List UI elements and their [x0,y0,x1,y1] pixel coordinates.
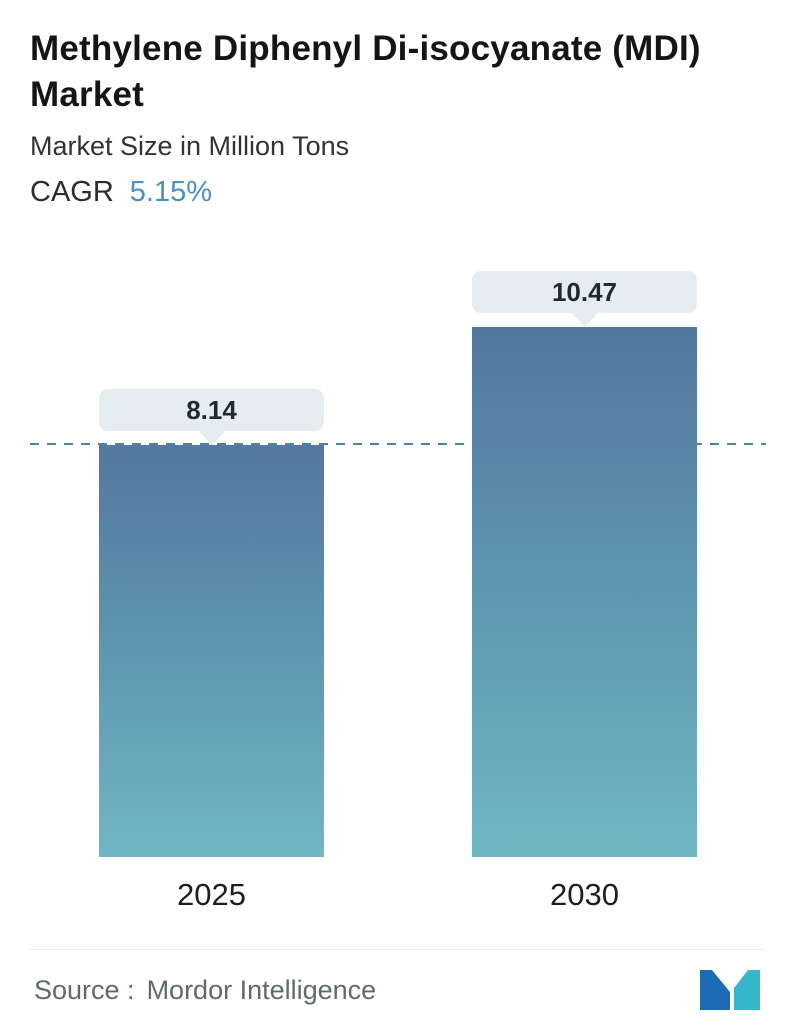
reference-dashed-line [30,443,766,445]
cagr-row: CAGR 5.15% [30,176,766,209]
value-label: 8.14 [99,389,324,431]
bar-column: 10.47 [472,271,697,857]
source-credit: Source : Mordor Intelligence [34,975,376,1006]
value-label: 10.47 [472,271,697,313]
cagr-label: CAGR [30,176,114,208]
page-title: Methylene Diphenyl Di-isocyanate (MDI) M… [30,29,701,114]
bar-column: 8.14 [99,271,324,857]
source-value: Mordor Intelligence [146,974,377,1005]
x-axis-labels: 2025 2030 [30,877,766,913]
bar-chart: 8.14 10.47 [30,271,766,857]
bars-container: 8.14 10.47 [30,271,766,857]
x-axis-label-2030: 2030 [550,877,619,912]
cagr-value: 5.15% [129,176,213,208]
bar-2030[interactable] [472,327,697,857]
bar-2025[interactable] [99,445,324,857]
footer: Source : Mordor Intelligence [30,949,766,1034]
x-axis-label-2025: 2025 [177,877,246,912]
chart-subtitle: Market Size in Million Tons [30,131,350,161]
source-label: Source : [34,974,135,1005]
mordor-intelligence-logo-icon [700,970,760,1010]
